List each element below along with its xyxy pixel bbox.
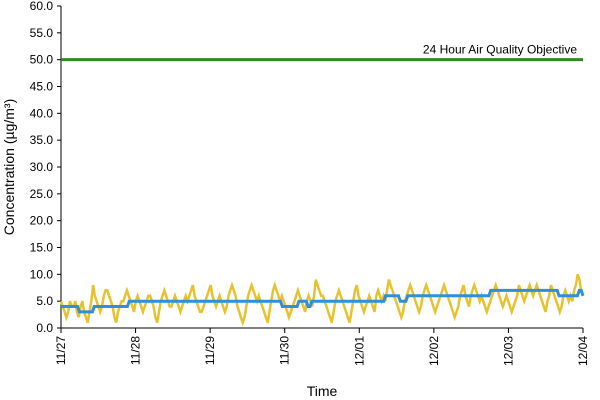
- y-axis-label: Concentration (µg/m³): [1, 99, 17, 235]
- series-hourly-line: [59, 273, 585, 327]
- y-tick-label: 10.0: [30, 267, 54, 281]
- x-tick-label: 12/03: [501, 336, 515, 366]
- y-tick-label: 45.0: [30, 80, 54, 94]
- y-tick-label: 5.0: [36, 294, 53, 308]
- x-tick-label: 12/04: [576, 336, 590, 366]
- y-tick-label: 15.0: [30, 241, 54, 255]
- y-tick-label: 60.0: [30, 0, 54, 13]
- x-tick-label: 11/27: [54, 336, 68, 365]
- x-tick-label: 12/01: [352, 336, 366, 366]
- x-axis-label: Time: [307, 383, 338, 399]
- y-axis-ticks: 0.0 5.0 10.0 15.0 20.0 25.0 30.0 35.0 40.0 45.0 50…: [30, 0, 61, 335]
- y-tick-label: 30.0: [30, 160, 54, 174]
- y-tick-label: 25.0: [30, 187, 54, 201]
- objective-annotation: 24 Hour Air Quality Objective: [423, 43, 577, 57]
- y-tick-label: 50.0: [30, 53, 54, 67]
- x-axis-ticks: 11/27 11/28 11/29 11/30 12/01 12/02 12/03 12/04: [54, 328, 590, 366]
- y-tick-label: 0.0: [36, 321, 53, 335]
- series-rolling-line: [61, 288, 585, 314]
- x-tick-label: 11/29: [203, 336, 217, 365]
- y-tick-label: 40.0: [30, 106, 54, 120]
- x-tick-label: 12/02: [427, 336, 441, 366]
- y-tick-label: 55.0: [30, 26, 54, 40]
- y-tick-label: 35.0: [30, 133, 54, 147]
- y-tick-label: 20.0: [30, 214, 54, 228]
- x-tick-label: 11/28: [129, 336, 143, 365]
- x-tick-label: 11/30: [278, 336, 292, 365]
